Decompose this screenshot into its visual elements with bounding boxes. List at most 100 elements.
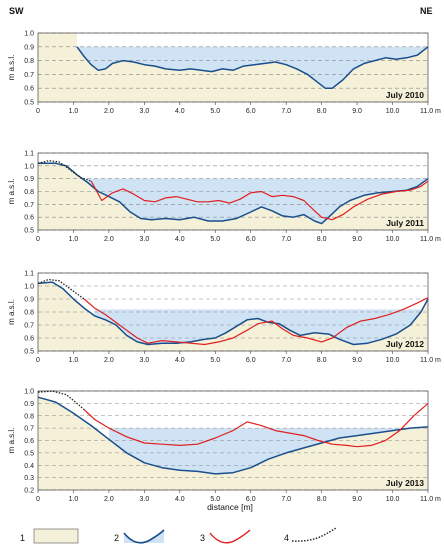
panel-frame xyxy=(37,390,429,491)
water-area xyxy=(94,309,421,345)
y-tick-label: 0.8 xyxy=(24,189,34,196)
y-tick-label: 0.9 xyxy=(24,176,34,183)
water-area xyxy=(77,46,428,89)
x-tick-label: 11.0 m xyxy=(420,357,441,364)
sand-area xyxy=(38,33,428,102)
x-tick-label: 3.0 xyxy=(139,108,149,115)
x-tick-label: 4.0 xyxy=(175,357,185,364)
legend-sand-swatch xyxy=(33,528,79,544)
dotted-profile-line xyxy=(37,160,92,182)
x-tick-label: 1.0 xyxy=(69,108,79,115)
x-tick-label: 5.0 xyxy=(210,236,220,243)
x-tick-label: 9.0 xyxy=(352,496,362,503)
legend-number-2: 2 xyxy=(114,533,119,543)
x-tick-label: 9.0 xyxy=(352,236,362,243)
panels-group: 0.5 0.6 0.7 0.8 0.9 1.0 0 1.0 2.0 3.0 4.0 5.0 6.0 7.0… xyxy=(7,31,441,504)
x-tick-label: 11.0 m xyxy=(420,108,441,115)
y-tick-label: 0.6 xyxy=(24,215,34,222)
y-tick-label: 0.8 xyxy=(24,58,34,65)
y-tick-label: 0.7 xyxy=(24,202,34,209)
corner-label-ne: NE xyxy=(420,6,433,16)
x-tick-label: 5.0 xyxy=(210,357,220,364)
panel-label: July 2010 xyxy=(386,90,425,100)
x-tick-label: 1.0 xyxy=(69,496,79,503)
x-axis-label: distance [m] xyxy=(207,502,253,512)
x-tick-label: 2.0 xyxy=(104,496,114,503)
water-area xyxy=(87,178,428,224)
x-tick-label: 7.0 xyxy=(281,496,291,503)
x-tick-label: 0 xyxy=(36,236,40,243)
sand-area xyxy=(38,282,428,351)
x-tick-label: 8.0 xyxy=(317,357,327,364)
y-tick-label: 0.5 xyxy=(24,450,34,457)
y-tick-label: 0.5 xyxy=(24,228,34,235)
x-tick-label: 6.0 xyxy=(246,108,256,115)
panel-label: July 2013 xyxy=(386,478,425,488)
x-tick-label: 7.0 xyxy=(281,357,291,364)
y-tick-label: 0.8 xyxy=(24,413,34,420)
y-tick-label: 0.6 xyxy=(24,336,34,343)
y-tick-label: 1.0 xyxy=(24,284,34,291)
x-tick-label: 0 xyxy=(36,108,40,115)
y-tick-label: 1.0 xyxy=(24,31,34,38)
y-tick-label: 0.7 xyxy=(24,426,34,433)
x-tick-label: 3.0 xyxy=(139,236,149,243)
panel-label: July 2011 xyxy=(386,218,424,228)
legend-bed-line xyxy=(123,529,165,544)
dotted-profile-line xyxy=(37,390,85,411)
legend-red-line xyxy=(209,529,251,544)
legend-number-4: 4 xyxy=(284,533,289,543)
y-tick-label: 1.1 xyxy=(24,271,34,278)
sand-area xyxy=(38,163,428,230)
y-tick-label: 0.9 xyxy=(24,401,34,408)
panel-2: 0.5 0.6 0.7 0.8 0.9 1.0 1.1 0 1.0 2.0 3.0 4.0 5.0 6.0… xyxy=(7,151,441,244)
sand-area xyxy=(38,397,428,490)
x-tick-label: 10.0 xyxy=(386,108,400,115)
red-profile-line xyxy=(83,297,429,346)
y-tick-label: 0.6 xyxy=(24,86,34,93)
corner-label-sw: SW xyxy=(9,6,24,16)
panel-3: 0.5 0.6 0.7 0.8 0.9 1.0 1.1 0 1.0 2.0 3.0 4.0 5.0 6.0… xyxy=(7,271,441,365)
bed-profile-line xyxy=(76,46,429,89)
x-tick-label: 1.0 xyxy=(69,236,79,243)
x-tick-label: 4.0 xyxy=(175,236,185,243)
y-tick-label: 0.3 xyxy=(24,475,34,482)
y-axis-label: m a.s.l. xyxy=(7,55,16,81)
y-tick-label: 1.0 xyxy=(24,163,34,170)
bed-profile-line xyxy=(37,281,429,346)
y-tick-label: 0.4 xyxy=(24,463,34,470)
x-tick-label: 11.0 m xyxy=(420,236,441,243)
y-tick-label: 0.9 xyxy=(24,297,34,304)
x-tick-label: 7.0 xyxy=(281,108,291,115)
panel-label: July 2012 xyxy=(386,339,425,349)
x-tick-label: 2.0 xyxy=(104,357,114,364)
y-tick-label: 0.2 xyxy=(24,488,34,495)
x-tick-label: 4.0 xyxy=(175,496,185,503)
x-tick-label: 5.0 xyxy=(210,496,220,503)
x-tick-label: 1.0 xyxy=(69,357,79,364)
x-tick-label: 7.0 xyxy=(281,236,291,243)
y-axis-label: m a.s.l. xyxy=(7,428,16,454)
x-tick-label: 10.0 xyxy=(386,496,400,503)
y-axis-label: m a.s.l. xyxy=(7,299,16,325)
y-axis-label: m a.s.l. xyxy=(7,179,16,205)
legend-number-3: 3 xyxy=(200,533,205,543)
legend: 1 2 3 4 xyxy=(20,527,337,544)
bed-profile-line xyxy=(37,396,429,475)
x-tick-label: 6.0 xyxy=(246,236,256,243)
panel-1: 0.5 0.6 0.7 0.8 0.9 1.0 0 1.0 2.0 3.0 4.0 5.0 6.0 7.0… xyxy=(7,31,441,116)
panel-frame xyxy=(37,272,429,352)
x-tick-label: 5.0 xyxy=(210,108,220,115)
x-tick-label: 3.0 xyxy=(139,496,149,503)
y-tick-label: 0.5 xyxy=(24,100,34,107)
red-profile-line xyxy=(83,402,429,448)
y-tick-label: 1.1 xyxy=(24,151,34,158)
legend-water-fill xyxy=(124,530,164,543)
x-tick-label: 8.0 xyxy=(317,496,327,503)
x-tick-label: 2.0 xyxy=(104,236,114,243)
x-tick-label: 6.0 xyxy=(246,357,256,364)
x-tick-label: 11.0 m xyxy=(420,496,441,503)
y-tick-label: 0.8 xyxy=(24,310,34,317)
x-tick-label: 6.0 xyxy=(246,496,256,503)
